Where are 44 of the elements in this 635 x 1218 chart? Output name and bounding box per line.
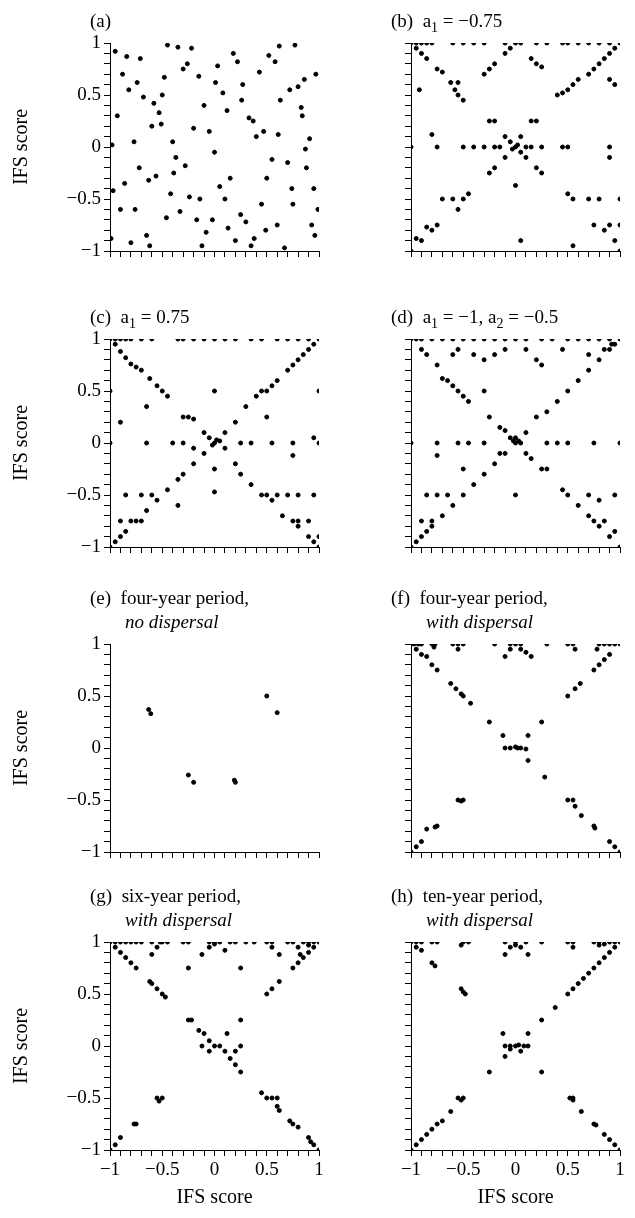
x-tick-label: −1 [400,1158,422,1180]
y-tick-label: −1 [80,839,101,861]
y-tick-label: 0.5 [77,981,101,1003]
y-axis-title: IFS score [9,108,32,186]
y-tick-label: −1 [80,1137,101,1159]
x-tick-label: 0.5 [555,1158,580,1180]
y-axis-title: IFS score [9,709,32,787]
y-tick-label: −0.5 [66,186,101,208]
y-tick-label: 0.5 [77,378,101,400]
x-axis-title: IFS score [176,1185,253,1208]
x-tick-label: 0 [209,1158,220,1180]
y-tick-label: −0.5 [66,1085,101,1107]
chart-subtitle: with dispersal [426,909,534,930]
y-tick-label: 0 [91,430,101,452]
chart-title: (g) six-year period, [90,885,241,907]
y-tick-label: −0.5 [66,787,101,809]
y-tick-label: 1 [91,631,101,653]
y-tick-label: 1 [91,30,101,52]
y-tick-label: −0.5 [66,482,101,504]
y-tick-label: 0 [91,735,101,757]
x-tick-label: −0.5 [145,1158,180,1180]
x-axis-title: IFS score [477,1185,554,1208]
x-tick-label: −0.5 [446,1158,481,1180]
chart-title: (a) [90,10,112,32]
y-axis-title: IFS score [9,1007,32,1085]
y-tick-label: 0.5 [77,683,101,705]
chart-subtitle: no dispersal [125,611,219,632]
y-tick-label: −1 [80,534,101,556]
y-tick-label: 1 [91,326,101,348]
chart-title: (e) four-year period, [90,587,249,609]
x-tick-label: 0 [510,1158,521,1180]
x-tick-label: 1 [615,1158,625,1180]
y-tick-label: 0.5 [77,82,101,104]
x-tick-label: 0.5 [254,1158,279,1180]
y-tick-label: 0 [91,1033,101,1055]
chart-subtitle: with dispersal [426,611,534,632]
y-axis-title: IFS score [9,404,32,482]
y-tick-label: 1 [91,929,101,951]
y-tick-label: −1 [80,238,101,260]
x-tick-label: 1 [314,1158,324,1180]
chart-title: (f) four-year period, [391,587,548,609]
y-tick-label: 0 [91,134,101,156]
chart-title: (h) ten-year period, [391,885,543,907]
chart-subtitle: with dispersal [125,909,233,930]
